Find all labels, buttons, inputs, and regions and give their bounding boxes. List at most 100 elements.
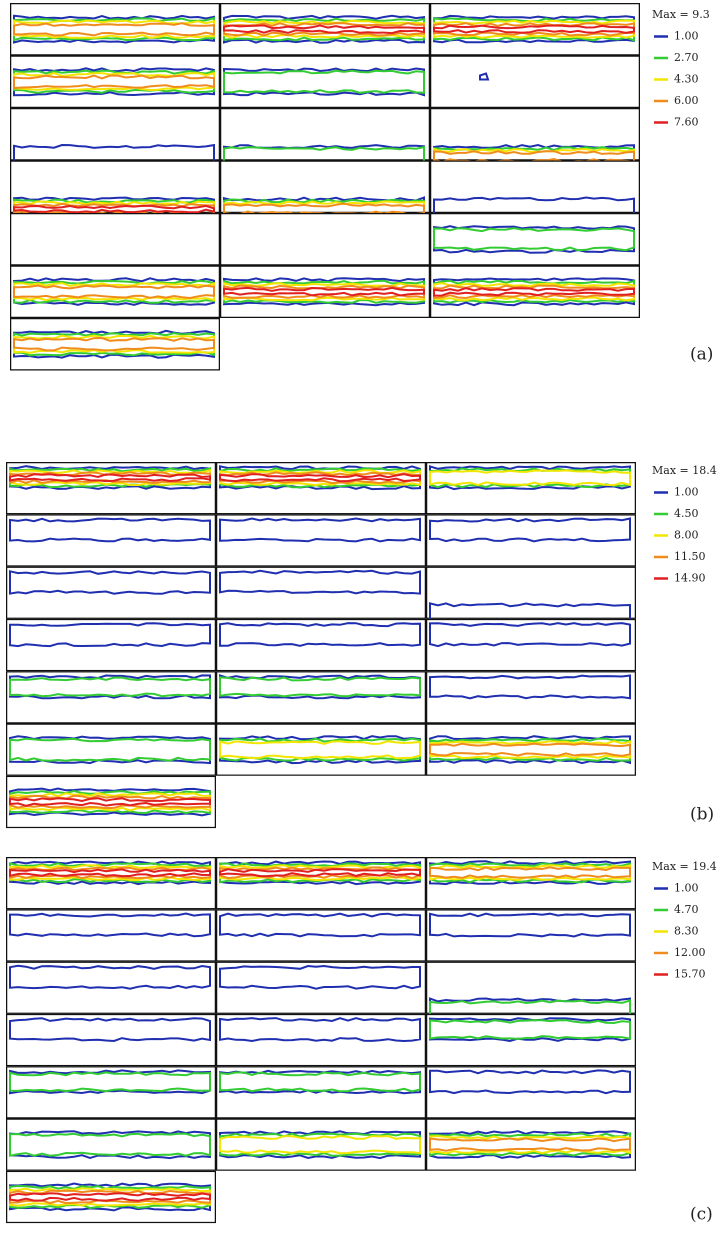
section-cell	[10, 318, 220, 371]
contour	[429, 912, 631, 938]
contour	[219, 864, 421, 882]
contour	[433, 227, 635, 252]
section-cell	[426, 462, 636, 515]
legend-level: 7.60	[674, 116, 699, 129]
section-cell	[6, 909, 216, 962]
cell-border	[216, 1013, 426, 1067]
section-cell	[426, 723, 636, 776]
contour	[13, 143, 215, 161]
contour	[219, 964, 421, 990]
section-cell	[220, 55, 430, 108]
contour	[429, 864, 631, 882]
contour	[13, 329, 215, 359]
contour	[13, 19, 215, 39]
contour	[219, 735, 421, 765]
section-cell	[6, 618, 216, 672]
cell-border	[220, 55, 430, 108]
contour	[479, 72, 490, 81]
contour	[433, 284, 635, 300]
cell-border	[216, 1118, 426, 1171]
section-cell	[10, 160, 220, 213]
cell-border	[10, 3, 220, 56]
cell-border	[216, 961, 426, 1014]
cell-border	[426, 462, 636, 515]
contour	[433, 282, 635, 302]
contour	[223, 17, 425, 42]
section-cell	[216, 462, 426, 515]
contour	[429, 737, 631, 762]
contour	[9, 737, 211, 762]
legend-level: 4.30	[674, 73, 699, 86]
section-cell	[216, 566, 426, 619]
contour	[433, 225, 635, 254]
section-cell	[426, 909, 636, 962]
section-cell	[10, 108, 220, 161]
legend-level: 8.30	[674, 925, 699, 938]
legend-level: 4.70	[674, 903, 699, 916]
contour	[433, 279, 635, 304]
contour	[9, 964, 211, 990]
section-cell	[430, 3, 640, 56]
cell-border	[430, 265, 640, 318]
contour	[13, 198, 215, 213]
contour	[223, 24, 425, 35]
contour	[219, 868, 421, 878]
cell-border	[220, 3, 430, 56]
contour	[219, 862, 421, 884]
contour	[433, 146, 635, 161]
section-cell	[6, 857, 216, 910]
contour	[13, 200, 215, 213]
legend-level: 14.90	[674, 572, 706, 585]
cell-border	[6, 514, 216, 567]
contour	[219, 569, 421, 595]
contour	[433, 277, 635, 307]
contour	[219, 676, 421, 698]
contour	[219, 622, 421, 647]
contour	[429, 674, 631, 700]
contour	[223, 198, 425, 213]
contour	[433, 147, 635, 161]
section-cell	[216, 1066, 426, 1119]
contour	[219, 740, 421, 760]
cell-border	[10, 55, 220, 108]
section-cell	[220, 213, 430, 266]
section-cell	[430, 265, 640, 318]
contour	[9, 622, 211, 648]
contour	[223, 277, 425, 307]
contour	[429, 1134, 631, 1155]
cell-border	[6, 1066, 216, 1119]
section-cell	[220, 160, 430, 213]
contour	[429, 1019, 631, 1040]
cell-border	[6, 775, 216, 829]
contour	[433, 17, 635, 42]
contour	[433, 143, 635, 161]
cell-border	[216, 514, 426, 567]
contour	[429, 866, 631, 879]
legend-level: 1.00	[674, 30, 699, 43]
contour	[429, 1069, 631, 1095]
cell-border	[426, 961, 636, 1014]
section-cell	[430, 213, 640, 266]
cell-border	[6, 723, 216, 776]
section-cell	[220, 265, 430, 318]
section-cell	[6, 775, 216, 829]
contour	[223, 281, 425, 302]
section-cell	[6, 723, 216, 776]
contour	[223, 69, 425, 94]
section-cell	[216, 514, 426, 567]
cell-border	[426, 671, 636, 724]
contour	[9, 868, 211, 878]
contour	[219, 674, 421, 700]
contour	[9, 674, 211, 700]
section-cell	[6, 1118, 216, 1171]
cell-border	[6, 618, 216, 672]
contour	[223, 22, 425, 37]
contour	[9, 1132, 211, 1157]
section-cell	[6, 1013, 216, 1067]
section-cell	[6, 1066, 216, 1119]
section-cell	[216, 618, 426, 672]
section-cell	[6, 961, 216, 1014]
contour	[223, 279, 425, 304]
section-cell	[6, 1170, 216, 1224]
contour	[429, 742, 631, 757]
